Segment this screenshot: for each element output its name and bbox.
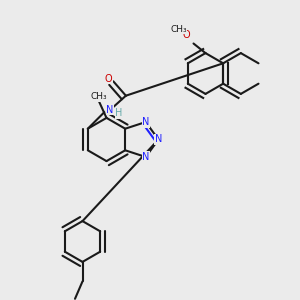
Text: CH₃: CH₃ xyxy=(91,92,107,101)
Text: O: O xyxy=(105,74,112,84)
Text: N: N xyxy=(155,134,162,145)
Text: N: N xyxy=(142,117,149,127)
Text: O: O xyxy=(183,30,190,40)
Text: N: N xyxy=(106,105,113,115)
Text: N: N xyxy=(142,152,149,162)
Text: H: H xyxy=(115,108,122,118)
Text: CH₃: CH₃ xyxy=(170,25,187,34)
